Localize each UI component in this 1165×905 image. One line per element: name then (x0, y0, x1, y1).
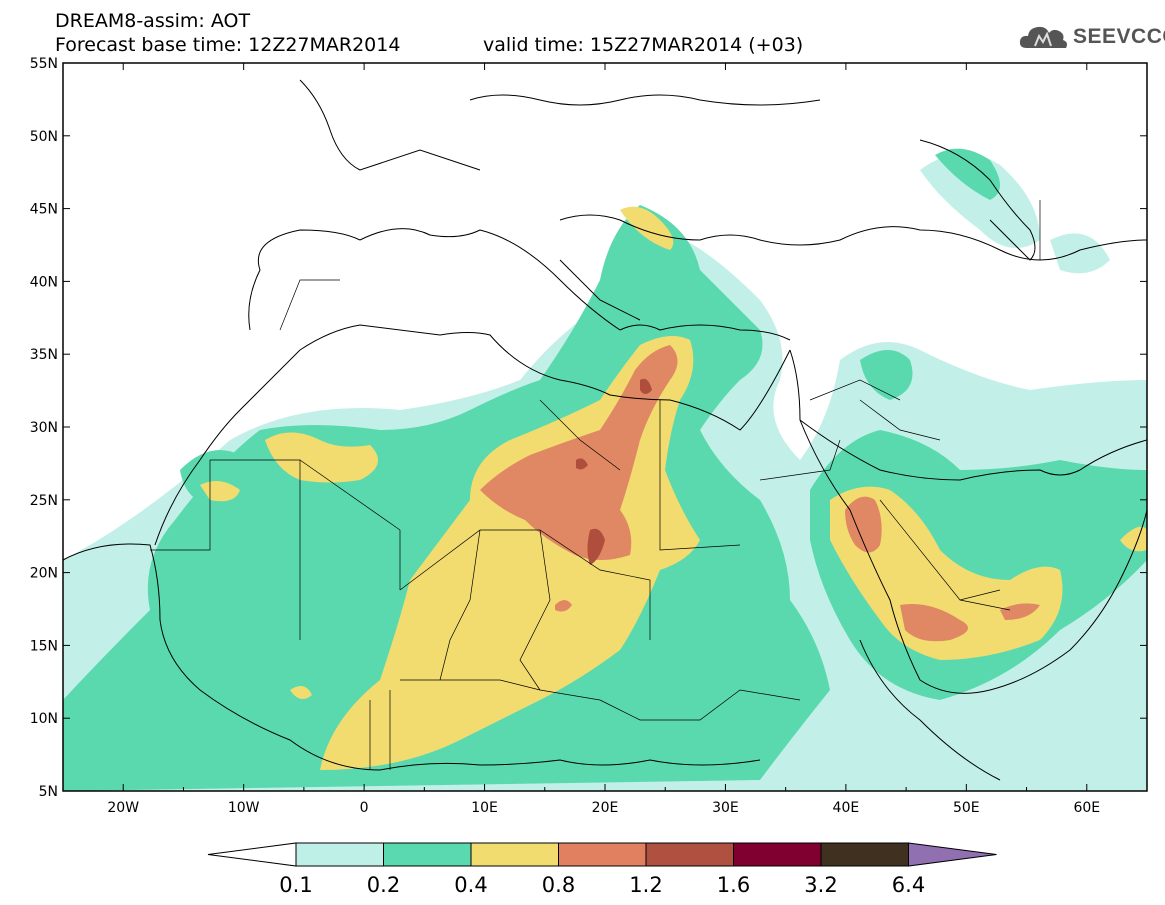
lon-tick-label: 40E (833, 800, 860, 816)
lat-tick-label: 50N (30, 129, 58, 145)
lon-tick-label: 30E (712, 800, 739, 816)
colorbar-box (645, 842, 734, 867)
lat-tick-label: 25N (30, 493, 58, 509)
lon-tick-label: 10E (471, 800, 498, 816)
colorbar-level-label: 1.2 (629, 873, 662, 897)
base-time-label: Forecast base time: 12Z27MAR2014 (55, 34, 401, 56)
colorbar-level-label: 0.4 (454, 873, 487, 897)
colorbar-level-label: 0.8 (542, 873, 575, 897)
lon-tick-label: 10W (228, 800, 260, 816)
colorbar-box (820, 842, 909, 867)
aot-field (63, 63, 1147, 791)
aot-level-1.2 (576, 378, 652, 565)
lat-tick-label: 5N (39, 784, 58, 800)
valid-time-label: valid time: 15Z27MAR2014 (+03) (483, 34, 804, 56)
cloud-icon (1019, 26, 1067, 48)
lon-tick-label: 60E (1073, 800, 1100, 816)
aot-level-0.8 (480, 345, 1040, 642)
coastlines (63, 79, 1147, 781)
lon-tick-label: 20W (107, 800, 139, 816)
latitude-axis: 5N 10N 15N 20N 25N 30N 35N 40N 45N 50N 55N (30, 56, 1147, 800)
colorbar-level-label: 0.1 (279, 873, 312, 897)
colorbar-box (383, 842, 472, 867)
lon-tick-label: 20E (592, 800, 619, 816)
colorbar-box (295, 842, 384, 867)
lat-tick-label: 15N (30, 638, 58, 654)
colorbar-level-label: 0.2 (367, 873, 400, 897)
lat-tick-label: 10N (30, 711, 58, 727)
colorbar: 0.1 0.2 0.4 0.8 1.2 1.6 3.2 6.4 (207, 842, 997, 897)
lat-tick-label: 40N (30, 274, 58, 290)
lat-tick-label: 35N (30, 347, 58, 363)
colorbar-box (470, 842, 559, 867)
lon-tick-label: 0 (360, 800, 369, 816)
logo: SEEVCCC (1017, 22, 1165, 52)
colorbar-box (733, 842, 822, 867)
lat-tick-label: 55N (30, 56, 58, 72)
colorbar-level-label: 3.2 (804, 873, 837, 897)
colorbar-over-triangle (908, 842, 997, 867)
lat-tick-label: 45N (30, 202, 58, 218)
lat-tick-label: 20N (30, 566, 58, 582)
lon-tick-label: 50E (953, 800, 980, 816)
lat-tick-label: 30N (30, 420, 58, 436)
colorbar-level-label: 1.6 (717, 873, 750, 897)
map-title: DREAM8-assim: AOT (55, 10, 251, 32)
longitude-axis: 20W 10W 0 10E 20E 30E 40E 50E 60E (62, 63, 1148, 816)
colorbar-level-label: 6.4 (892, 873, 925, 897)
logo-text: SEEVCCC (1073, 25, 1165, 48)
colorbar-box (558, 842, 647, 867)
country-borders (150, 200, 1041, 770)
colorbar-under-triangle (207, 842, 297, 867)
